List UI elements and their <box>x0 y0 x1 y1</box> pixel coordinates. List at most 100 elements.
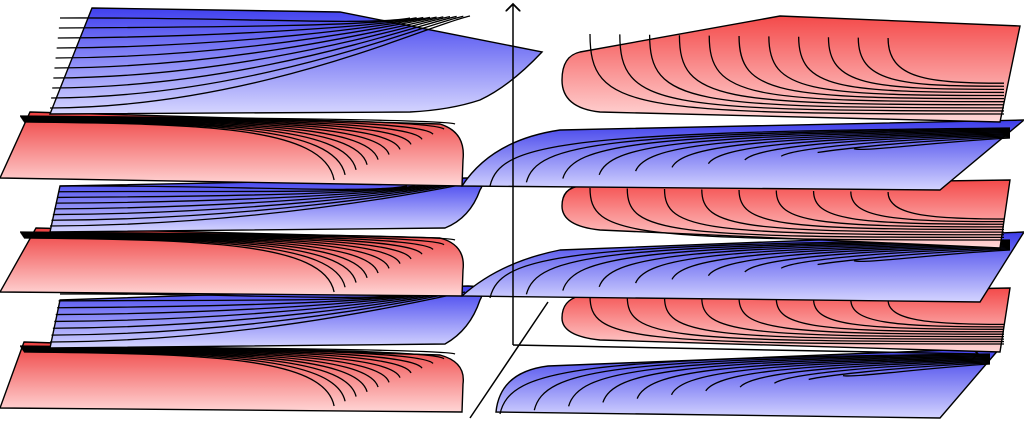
contour-line <box>663 296 1005 340</box>
contour-line <box>827 37 1005 91</box>
contour-line <box>499 353 991 415</box>
contour-line <box>533 354 991 411</box>
contour-line <box>598 242 1011 288</box>
contour-line <box>21 232 423 255</box>
contour-line <box>21 116 423 140</box>
contour-line <box>678 35 1005 106</box>
contour-line <box>626 296 1005 343</box>
contour-line <box>887 299 1005 326</box>
contour-line <box>853 249 1011 263</box>
horizontal-axis <box>512 344 978 354</box>
contour-line <box>58 17 417 29</box>
contour-line <box>853 137 1011 151</box>
third-left-contours <box>49 183 466 227</box>
second-left-contours <box>19 115 456 181</box>
contour-line <box>59 293 408 298</box>
contour-line <box>670 358 991 396</box>
contour-line <box>602 356 991 403</box>
contour-line <box>774 361 991 384</box>
contour-line <box>55 292 432 316</box>
top-layer <box>48 7 1021 123</box>
contour-line <box>812 298 1005 330</box>
contour-line <box>775 298 1005 333</box>
contour-line <box>707 133 1011 165</box>
contour-line <box>589 295 1005 345</box>
contour-line <box>51 291 457 336</box>
third-right-red-sheet <box>561 179 1011 249</box>
contour-line <box>57 292 424 309</box>
contour-line <box>707 245 1011 277</box>
contour-line <box>21 233 412 260</box>
contour-line <box>52 291 449 329</box>
contour-line <box>842 363 991 377</box>
contour-line <box>59 17 411 22</box>
fourth-layer <box>0 227 1024 303</box>
contour-line <box>23 351 335 407</box>
contour-line <box>817 136 1011 154</box>
contour-line <box>21 117 412 145</box>
contour-line <box>55 16 437 59</box>
contour-line <box>850 191 1005 223</box>
contour-line <box>739 360 991 388</box>
contour-line <box>489 127 1011 187</box>
contour-line <box>54 16 444 69</box>
contour-line <box>489 239 1011 299</box>
contour-line <box>850 299 1005 328</box>
contour-line <box>705 359 991 392</box>
depth-axis <box>469 301 549 419</box>
contour-line <box>562 129 1011 179</box>
contour-line <box>634 243 1011 284</box>
contour-line <box>49 15 471 109</box>
contour-line <box>49 291 466 343</box>
contour-line <box>589 33 1005 115</box>
contour-line <box>54 292 441 323</box>
contour-line <box>768 36 1005 97</box>
contour-line <box>54 184 441 210</box>
contour-line <box>663 188 1005 236</box>
contour-line <box>21 347 412 374</box>
contour-line <box>598 130 1011 176</box>
bottom-layer <box>0 341 1002 419</box>
contour-line <box>636 357 991 399</box>
contour-line <box>634 131 1011 172</box>
bottom-right-contours <box>499 353 991 415</box>
contour-line <box>708 35 1005 103</box>
contour-line <box>56 16 431 49</box>
contour-line <box>780 247 1011 269</box>
fifth-left-contours <box>49 291 466 343</box>
contour-line <box>808 362 991 381</box>
fourth-left-contours <box>19 231 456 293</box>
contour-line <box>671 132 1011 168</box>
contour-line <box>21 348 401 378</box>
fifth-layer <box>49 285 1011 353</box>
contour-line <box>21 234 401 264</box>
top-right-contours <box>589 33 1005 115</box>
contour-line <box>51 15 464 99</box>
contour-line <box>23 237 335 293</box>
contour-line <box>21 346 423 369</box>
second-right-contours <box>489 127 1011 187</box>
contour-line <box>744 134 1011 161</box>
contour-line <box>887 191 1005 220</box>
contour-line <box>55 184 432 204</box>
contour-line <box>780 135 1011 157</box>
contour-line <box>775 190 1005 228</box>
contour-line <box>52 183 449 216</box>
contour-line <box>648 34 1005 109</box>
contour-line <box>562 241 1011 291</box>
contour-line <box>525 128 1011 183</box>
contour-line <box>52 15 457 89</box>
contour-line <box>626 188 1005 239</box>
contour-line <box>857 37 1005 87</box>
contour-line <box>49 183 466 227</box>
contour-line <box>525 240 1011 295</box>
third-right-contours <box>589 187 1005 241</box>
contour-line <box>812 190 1005 225</box>
contour-line <box>589 187 1005 241</box>
contour-line <box>57 184 424 199</box>
contour-line <box>567 355 991 407</box>
top-left-contours <box>49 15 471 109</box>
contour-line <box>817 248 1011 266</box>
contour-line <box>744 246 1011 273</box>
